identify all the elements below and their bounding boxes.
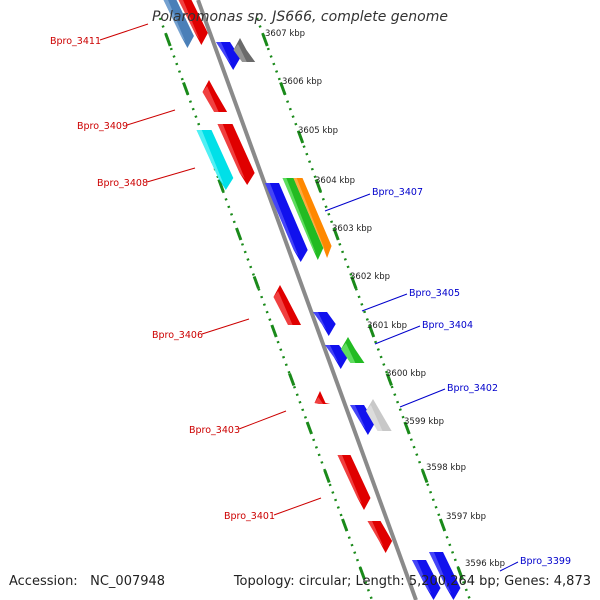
gene-right-grey-top-shade xyxy=(233,44,247,62)
gene-3406 xyxy=(273,285,302,325)
leader-line-bpro_3407 xyxy=(324,193,371,212)
gene-label-bpro_3401: Bpro_3401 xyxy=(224,511,275,522)
topology-label: Topology: xyxy=(233,574,295,589)
leader-line-bpro_3399 xyxy=(499,561,519,572)
major-tick xyxy=(182,81,190,96)
kbp-label: 3604 kbp xyxy=(315,176,355,186)
major-tick xyxy=(332,227,340,241)
gene-right-blue-top-shade xyxy=(216,42,232,64)
gene-label-bpro_3399: Bpro_3399 xyxy=(520,556,571,567)
gene-3401-shade xyxy=(337,455,363,504)
gene-label-bpro_3403: Bpro_3403 xyxy=(189,425,240,436)
accession-value: NC_007948 xyxy=(90,574,166,589)
gene-3407-a-shade xyxy=(265,183,299,256)
gene-3405-shade xyxy=(313,312,327,330)
gene-left-blue-top-shade xyxy=(163,0,186,42)
major-tick xyxy=(350,275,358,290)
major-tick xyxy=(367,324,376,338)
accession-info: Accession: NC_007948 xyxy=(9,574,165,589)
major-tick xyxy=(252,275,260,290)
genome-backbone xyxy=(196,0,418,600)
major-tick xyxy=(438,518,447,532)
kbp-label: 3601 kbp xyxy=(367,321,407,331)
major-tick xyxy=(305,421,313,435)
gene-label-bpro_3407: Bpro_3407 xyxy=(372,187,423,198)
gene-left-red-bottom-shade xyxy=(367,521,384,547)
major-tick xyxy=(403,421,411,435)
kbp-label: 3600 kbp xyxy=(386,369,426,379)
leader-line-bpro_3402 xyxy=(399,388,446,408)
gene-3407-green-shade xyxy=(282,178,317,254)
kbp-label: 3603 kbp xyxy=(332,224,372,234)
major-tick xyxy=(288,372,296,387)
gene-label-bpro_3408: Bpro_3408 xyxy=(97,178,148,189)
gene-label-bpro_3405: Bpro_3405 xyxy=(409,288,460,299)
gene-label-bpro_3411: Bpro_3411 xyxy=(50,36,101,47)
gene-3408-shade xyxy=(196,130,224,184)
leader-line-bpro_3403 xyxy=(238,410,287,430)
gene-label-bpro_3409: Bpro_3409 xyxy=(77,121,128,132)
gene-3407-orange-shade xyxy=(293,178,326,252)
kbp-label: 3602 kbp xyxy=(350,272,390,282)
gene-3399-b-shade xyxy=(429,552,452,594)
major-tick xyxy=(235,227,243,241)
major-tick xyxy=(270,324,278,338)
major-tick xyxy=(341,518,349,532)
leader-line-bpro_3406 xyxy=(201,318,250,335)
kbp-label: 3606 kbp xyxy=(282,77,322,87)
length-value: 5,200,264 bp xyxy=(408,574,496,589)
major-tick xyxy=(456,566,464,581)
gene-3402-grey-shade xyxy=(366,405,383,431)
major-tick xyxy=(314,178,322,193)
major-tick xyxy=(358,566,366,581)
kbp-label: 3596 kbp xyxy=(465,559,505,569)
gene-red-near-3408-shade xyxy=(217,124,245,179)
genes-label: Genes: xyxy=(504,574,550,589)
gene-label-bpro_3406: Bpro_3406 xyxy=(152,330,203,341)
gene-label-bpro_3402: Bpro_3402 xyxy=(447,383,498,394)
major-tick xyxy=(421,469,429,484)
accession-label: Accession: xyxy=(9,574,78,589)
genome-stats: Topology: circular; Length: 5,200,264 bp… xyxy=(233,574,591,589)
leader-line-bpro_3404 xyxy=(374,325,421,345)
gene-3402-grey xyxy=(366,399,392,431)
gene-3403-shade xyxy=(314,397,324,404)
gene-3411-shade xyxy=(178,0,200,39)
kbp-label: 3597 kbp xyxy=(446,512,486,522)
leader-line-bpro_3408 xyxy=(146,167,196,183)
major-tick xyxy=(279,81,287,96)
gene-3409-shade xyxy=(202,86,219,112)
genome-title: Polaromonas sp. JS666, complete genome xyxy=(152,9,448,25)
kbp-label: 3607 kbp xyxy=(265,29,305,39)
major-tick xyxy=(164,33,172,47)
gene-3399-a-shade xyxy=(412,560,432,594)
major-tick xyxy=(323,469,331,484)
length-label: Length: xyxy=(355,574,405,589)
gene-3402-blue-shade xyxy=(350,405,366,429)
gene-3404-green-shade xyxy=(341,343,356,363)
gene-label-bpro_3404: Bpro_3404 xyxy=(422,320,473,331)
kbp-label: 3605 kbp xyxy=(298,126,338,136)
major-tick xyxy=(217,178,225,193)
kbp-label: 3599 kbp xyxy=(404,417,444,427)
leader-line-bpro_3409 xyxy=(126,109,176,126)
kbp-label: 3598 kbp xyxy=(426,463,466,473)
gene-3404-blue-shade xyxy=(325,345,339,363)
leader-line-bpro_3401 xyxy=(273,497,322,516)
major-tick xyxy=(296,130,305,144)
major-tick xyxy=(385,372,393,387)
major-tick xyxy=(261,33,269,47)
topology-value: circular xyxy=(298,574,347,589)
leader-line-bpro_3411 xyxy=(99,23,149,41)
gene-3409 xyxy=(202,80,228,112)
gene-3406-shade xyxy=(273,291,293,325)
leader-line-bpro_3405 xyxy=(361,293,408,312)
genes-value: 4,873 xyxy=(553,574,591,589)
